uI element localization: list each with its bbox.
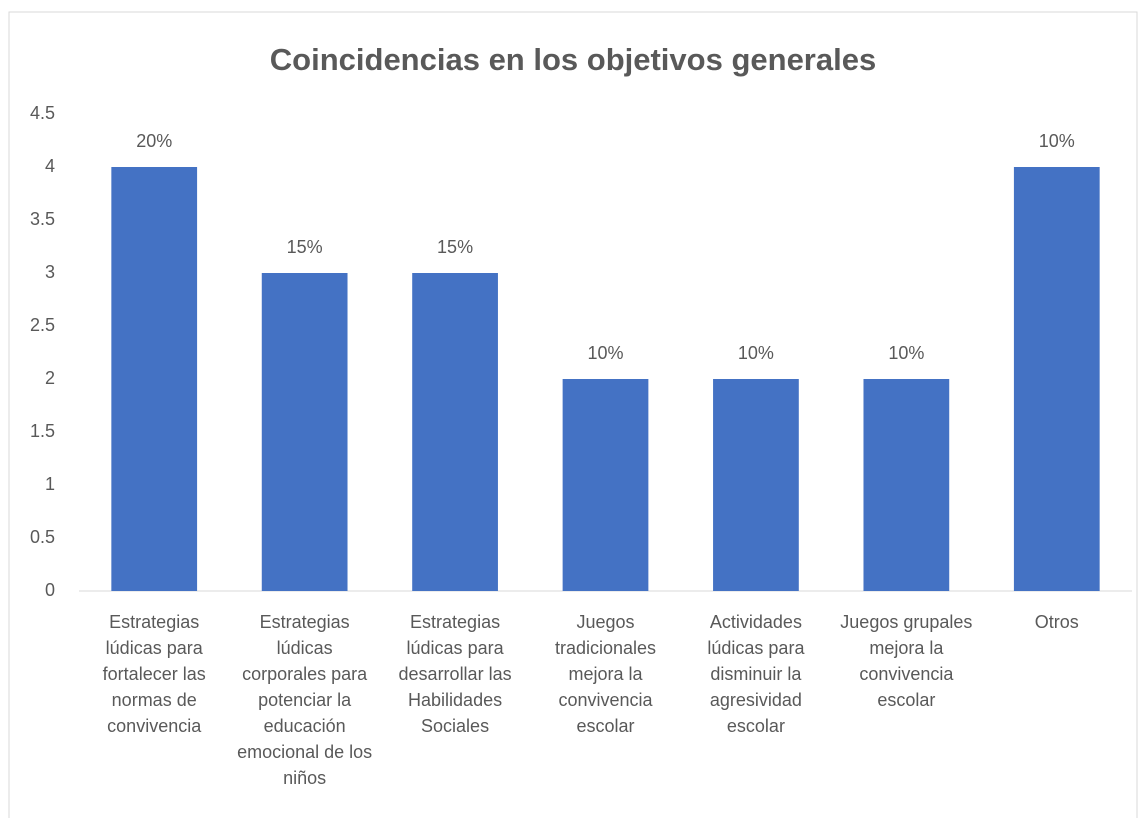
chart-border <box>8 11 1138 818</box>
x-tick-label: Otros <box>1034 612 1079 632</box>
y-tick-label: 4.5 <box>30 103 55 123</box>
x-tick-label: Juegos tradicionales mejora la convivenc… <box>554 612 657 736</box>
chart-title: Coincidencias en los objetivos generales <box>270 42 876 77</box>
y-tick-label: 0.5 <box>30 527 55 547</box>
data-label: 15% <box>287 237 323 257</box>
y-tick-label: 2 <box>45 368 55 388</box>
bar <box>863 379 950 591</box>
x-tick-label: Estrategias lúdicas corporales para pote… <box>237 612 373 788</box>
bar <box>562 379 649 591</box>
data-label: 10% <box>888 343 924 363</box>
x-tick-label: Estrategias lúdicas para desarrollar las… <box>398 612 512 736</box>
bar <box>1013 167 1100 591</box>
bar <box>412 273 498 591</box>
bar <box>111 167 198 591</box>
y-tick-label: 2.5 <box>30 315 55 335</box>
data-label: 15% <box>437 237 473 257</box>
bar <box>713 379 799 591</box>
y-tick-label: 3.5 <box>30 209 55 229</box>
data-label: 10% <box>738 343 774 363</box>
x-tick-label: Juegos grupales mejora la convivencia es… <box>840 612 973 710</box>
y-tick-label: 1 <box>45 474 55 494</box>
data-label: 10% <box>1039 131 1075 151</box>
y-tick-label: 0 <box>45 580 55 600</box>
x-tick-label: Estrategias lúdicas para fortalecer las … <box>102 612 206 736</box>
data-label: 20% <box>136 131 172 151</box>
x-tick-label: Actividades lúdicas para disminuir la ag… <box>707 612 805 736</box>
y-tick-label: 4 <box>45 156 55 176</box>
y-tick-label: 1.5 <box>30 421 55 441</box>
bar <box>261 273 348 591</box>
y-tick-label: 3 <box>45 262 55 282</box>
data-label: 10% <box>587 343 623 363</box>
